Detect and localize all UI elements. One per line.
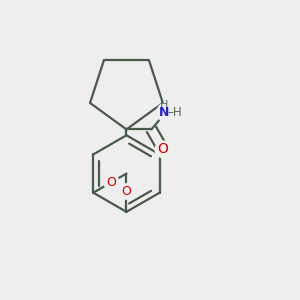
Text: –H: –H xyxy=(168,106,182,119)
Text: O: O xyxy=(122,185,131,198)
Text: N: N xyxy=(159,106,169,119)
Text: O: O xyxy=(106,176,116,189)
Text: O: O xyxy=(157,142,168,155)
Text: H: H xyxy=(160,100,168,110)
